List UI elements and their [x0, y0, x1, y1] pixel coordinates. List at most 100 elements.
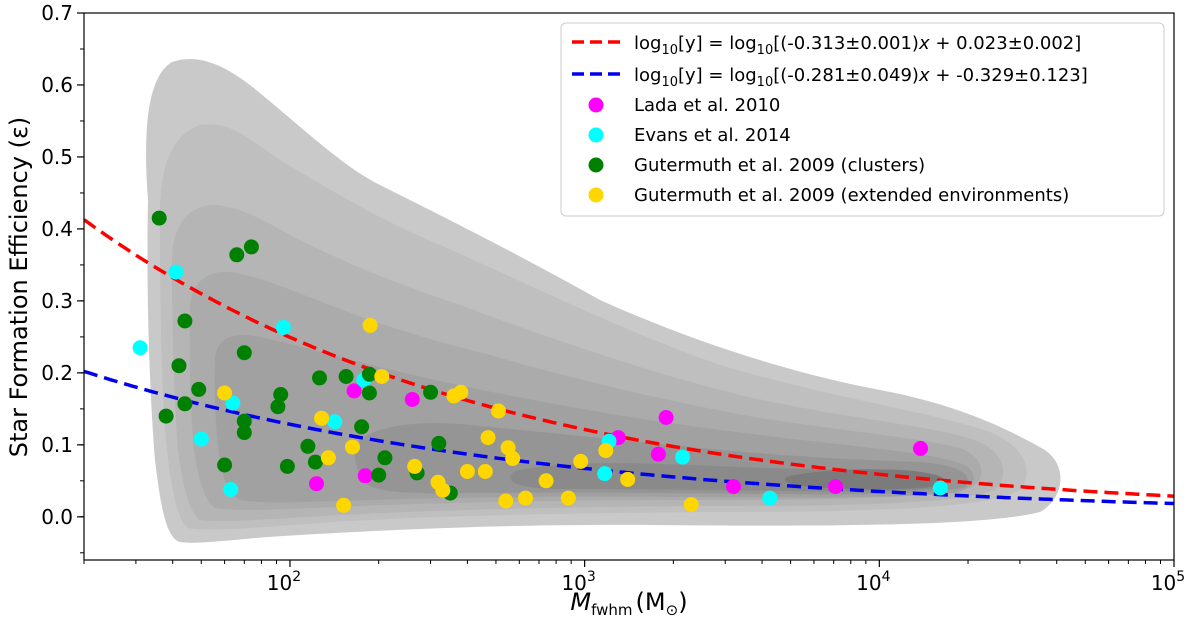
data-point-series-4-16 [491, 403, 506, 419]
data-point-series-3-16 [300, 438, 316, 454]
data-point-series-3-18 [312, 370, 327, 386]
data-point-series-3-23 [371, 467, 387, 483]
data-point-series-2-6 [275, 320, 291, 335]
data-point-series-3-19 [338, 369, 354, 384]
x-axis-label: Mfwhm (M⊙) [570, 588, 687, 619]
data-point-series-3-15 [279, 458, 295, 474]
data-point-series-1-2 [346, 383, 362, 399]
data-point-series-3-21 [361, 366, 377, 382]
contour-level-8 [784, 469, 946, 490]
data-point-series-1-3 [357, 468, 373, 484]
data-point-series-3-8 [229, 247, 245, 263]
data-point-series-4-13 [459, 464, 475, 479]
y-axis-ticks: 0.0 0.1 0.2 0.3 0.4 0.5 0.6 0.7 [41, 1, 84, 554]
data-point-series-3-27 [431, 435, 447, 451]
data-point-series-4-4 [336, 497, 352, 513]
data-point-series-3-14 [273, 387, 289, 402]
data-point-series-4-26 [683, 497, 699, 513]
scatter-points [132, 210, 948, 513]
data-point-series-3-26 [423, 384, 439, 400]
data-point-series-4-7 [374, 369, 390, 384]
legend-label-gutermuth-clusters: Gutermuth et al. 2009 (clusters) [634, 155, 925, 176]
data-point-series-1-4 [404, 392, 420, 407]
y-tick-label: 0.0 [41, 505, 73, 529]
y-tick-label: 0.7 [41, 1, 73, 25]
data-point-series-2-13 [932, 480, 948, 496]
data-point-series-4-6 [362, 317, 378, 333]
data-point-series-4-24 [598, 443, 614, 459]
data-point-series-4-20 [518, 490, 533, 506]
data-point-series-2-1 [132, 340, 148, 356]
data-point-series-4-2 [314, 410, 330, 426]
legend-marker-gutermuth-extended [588, 187, 604, 203]
data-point-series-4-10 [435, 482, 451, 498]
data-point-series-1-9 [828, 479, 843, 495]
data-point-series-3-20 [354, 419, 370, 435]
legend-label-fit-1: log10[y] = log10[(-0.313±0.001)x + 0.023… [634, 33, 1081, 58]
data-point-series-3-24 [377, 450, 393, 466]
data-point-series-3-4 [177, 313, 193, 329]
legend-label-fit-2: log10[y] = log10[(-0.281±0.049)x + -0.32… [634, 65, 1088, 90]
data-point-series-1-8 [726, 479, 741, 495]
data-point-series-3-22 [361, 385, 377, 401]
data-point-series-3-2 [158, 408, 174, 424]
y-tick-label: 0.2 [41, 361, 73, 385]
data-point-series-3-13 [270, 399, 286, 415]
y-tick-label: 0.3 [41, 289, 73, 313]
data-point-series-4-21 [538, 473, 554, 489]
y-tick-label: 0.6 [41, 73, 73, 97]
data-point-series-2-11 [675, 449, 691, 465]
legend-marker-evans [588, 127, 604, 143]
data-point-series-4-25 [620, 471, 636, 487]
data-point-series-4-1 [217, 385, 233, 401]
data-point-series-2-4 [223, 482, 239, 497]
data-point-series-3-17 [307, 454, 323, 470]
legend-marker-lada [588, 97, 604, 113]
data-point-series-3-6 [191, 381, 207, 397]
data-point-series-4-8 [407, 458, 423, 474]
data-point-series-4-12 [453, 384, 469, 400]
data-point-series-3-1 [151, 210, 167, 226]
data-point-series-4-22 [560, 490, 576, 506]
data-point-series-2-5 [225, 395, 241, 411]
data-point-series-4-17 [498, 493, 514, 509]
legend-box [560, 22, 1165, 217]
legend-label-gutermuth-extended: Gutermuth et al. 2009 (extended environm… [634, 185, 1069, 206]
data-point-series-4-14 [477, 464, 493, 479]
data-point-series-3-3 [171, 358, 187, 374]
data-point-series-3-7 [217, 457, 233, 473]
x-axis-ticks: 102 103 104 105 [83, 560, 1185, 595]
data-point-series-1-10 [913, 440, 928, 456]
data-point-series-2-9 [597, 466, 613, 482]
data-point-series-2-7 [327, 414, 343, 430]
legend: log10[y] = log10[(-0.313±0.001)x + 0.023… [560, 22, 1165, 217]
data-point-series-2-12 [762, 490, 778, 506]
legend-label-lada: Lada et al. 2010 [634, 95, 780, 116]
legend-label-evans: Evans et al. 2014 [634, 125, 791, 146]
data-point-series-1-6 [650, 446, 666, 462]
y-tick-label: 0.5 [41, 145, 73, 169]
data-point-series-4-5 [345, 439, 360, 455]
data-point-series-4-23 [573, 453, 589, 469]
density-contours [146, 58, 1061, 543]
data-point-series-4-3 [320, 450, 336, 466]
data-point-series-3-11 [236, 425, 252, 441]
data-point-series-3-5 [177, 396, 193, 412]
data-point-series-3-10 [236, 413, 252, 429]
data-point-series-3-9 [236, 345, 252, 361]
data-point-series-1-7 [658, 410, 674, 425]
x-tick-label: 103 [561, 569, 595, 595]
data-point-series-2-2 [168, 264, 184, 280]
y-axis-label: Star Formation Efficiency (ε) [5, 117, 33, 458]
fit-line-1 [84, 218, 1174, 498]
x-tick-label: 102 [267, 569, 301, 595]
plot-frame [83, 12, 1175, 561]
x-tick-label: 105 [1151, 569, 1185, 595]
data-point-series-1-1 [309, 476, 324, 492]
data-point-series-4-19 [505, 451, 521, 466]
data-point-series-3-12 [243, 239, 259, 255]
data-point-series-2-3 [193, 431, 209, 447]
legend-marker-gutermuth-clusters [588, 157, 604, 173]
data-point-series-4-15 [480, 430, 496, 446]
